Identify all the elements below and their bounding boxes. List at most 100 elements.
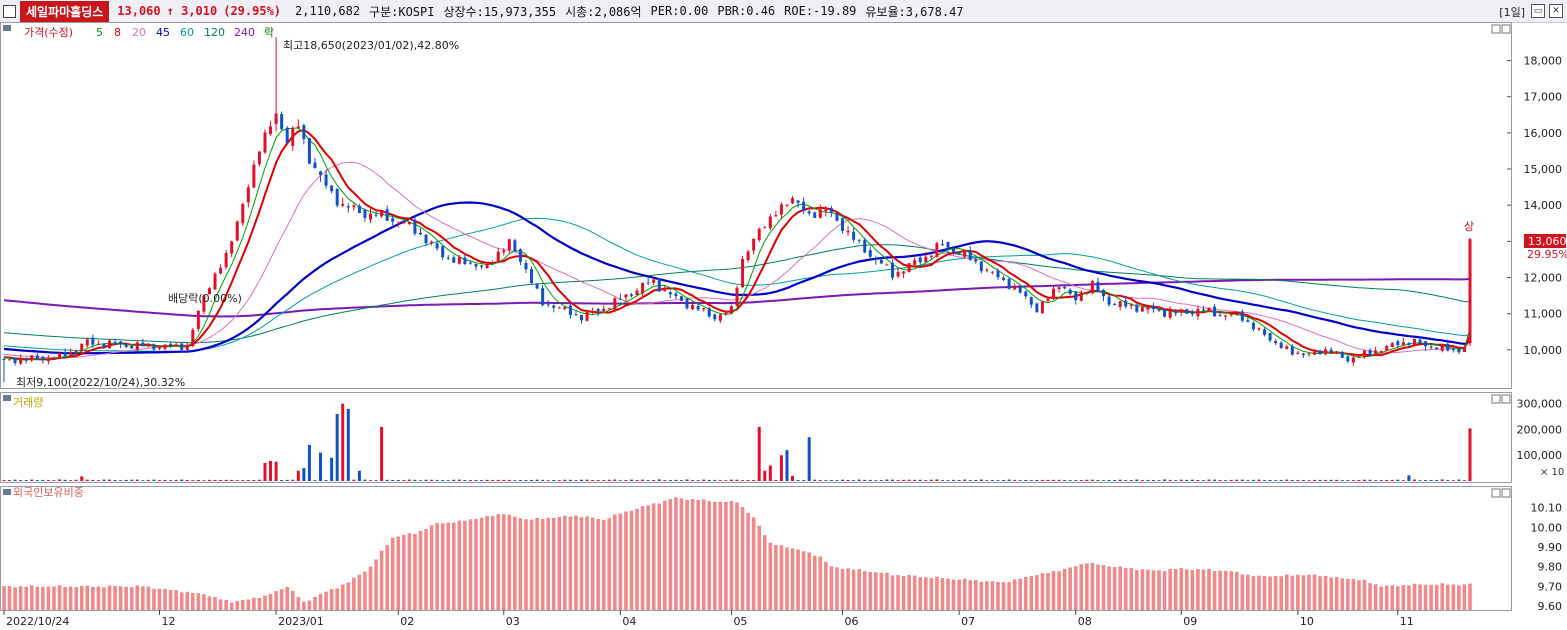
volume-bar — [835, 480, 839, 481]
foreign-ratio-bar — [1029, 576, 1034, 610]
foreign-ratio-bar — [896, 575, 900, 610]
ma120-line — [3, 244, 1471, 344]
volume-bar — [552, 480, 556, 481]
foreign-ratio-bar — [529, 519, 534, 610]
foreign-ratio-bar — [152, 588, 156, 610]
volume-bar — [1135, 479, 1139, 481]
foreign-ratio-bar — [413, 533, 417, 610]
candle-body — [446, 257, 450, 259]
foreign-ratio-bar — [179, 592, 184, 610]
foreign-ratio-bar — [1423, 584, 1428, 610]
foreign-ratio-bar — [657, 503, 662, 610]
candle-body — [352, 205, 356, 208]
volume-bar — [1213, 479, 1217, 481]
volume-bar — [1068, 480, 1072, 481]
foreign-ratio-bar — [996, 582, 1000, 610]
volume-bar — [1079, 480, 1083, 481]
foreign-ratio-bar — [1462, 584, 1467, 610]
candle-body — [2, 358, 6, 360]
select-checkbox[interactable] — [3, 4, 16, 18]
candle-body — [718, 314, 722, 321]
candle-body — [1174, 312, 1178, 314]
volume-bar — [1462, 480, 1466, 481]
period-selector[interactable]: [1일] — [1499, 6, 1525, 19]
volume-bar — [1440, 479, 1444, 481]
foreign-ratio-bar — [546, 517, 550, 610]
candle-body — [741, 258, 745, 288]
volume-bar — [1307, 480, 1311, 481]
candle-body — [729, 306, 733, 314]
candle-body — [1268, 332, 1272, 341]
volume-bar — [1407, 475, 1411, 481]
candle-body — [1324, 349, 1328, 355]
volume-bar — [979, 479, 983, 481]
date-axis-label: 08 — [1078, 615, 1092, 628]
date-axis-label: 06 — [845, 615, 859, 628]
volume-bar — [535, 479, 539, 481]
foreign-ratio-bar — [91, 586, 95, 610]
foreign-ratio-bar — [935, 576, 939, 610]
volume-bar — [385, 479, 389, 481]
candle-body — [702, 308, 706, 310]
volume-bar — [402, 480, 406, 481]
candle-body — [502, 250, 506, 253]
volume-bar — [1368, 479, 1372, 481]
candle-body — [485, 264, 489, 269]
volume-bar — [946, 480, 950, 481]
price-panel[interactable]: 10,00011,00012,00013,00014,00015,00016,0… — [2, 26, 1567, 389]
candle-body — [374, 214, 378, 216]
volume-bar — [1107, 479, 1111, 481]
volume-axis-label: 200,000 — [1517, 423, 1563, 436]
candle-body — [313, 162, 317, 169]
candle-body — [319, 171, 323, 176]
volume-bar — [1457, 479, 1461, 481]
candle-body — [985, 269, 989, 271]
foreign-ratio-bar — [868, 571, 873, 610]
foreign-ratio-bar — [235, 601, 240, 610]
volume-panel[interactable]: 100,000 200,000 300,000 거래량 × 10 — [2, 396, 1565, 481]
date-axis-label: 12 — [161, 615, 175, 628]
volume-bar — [713, 479, 717, 481]
volume-bar — [1468, 428, 1472, 481]
stock-name[interactable]: 세일파마홀딩스 — [20, 0, 110, 22]
volume-bar — [885, 479, 889, 481]
foreign-ratio-bar — [540, 518, 545, 610]
volume-bar — [663, 480, 667, 481]
volume-bar — [890, 479, 894, 481]
candle-body — [1451, 348, 1455, 350]
volume-bar — [1279, 479, 1283, 481]
foreign-ratio-bar — [951, 579, 956, 610]
candle-body — [307, 138, 311, 164]
volume-bar — [1290, 479, 1294, 481]
candle-body — [1024, 291, 1028, 297]
minimize-icon[interactable]: ▭ — [1531, 4, 1545, 18]
foreign-ratio-bar — [740, 506, 745, 610]
candle-body — [890, 262, 894, 278]
candle-body — [785, 204, 789, 206]
float-ratio: 유보율:3,678.47 — [865, 4, 964, 19]
candle-body — [779, 204, 783, 215]
foreign-ownership-panel[interactable]: 9.60 9.70 9.80 9.90 10.00 10.10 외국인보유비중 — [2, 486, 1562, 613]
volume-bar — [1351, 480, 1355, 481]
foreign-ratio-bar — [357, 574, 362, 610]
candle-body — [1196, 308, 1200, 317]
volume-axis-label: 100,000 — [1517, 449, 1563, 462]
volume-bar — [1390, 479, 1394, 481]
foreign-ratio-bar — [113, 586, 117, 610]
foreign-ratio-bar — [1301, 575, 1306, 610]
candle-body — [863, 240, 867, 253]
foreign-ratio-bar — [1234, 571, 1239, 610]
candle-body — [824, 209, 828, 212]
close-icon[interactable]: ✕ — [1549, 4, 1563, 18]
volume-bar — [1346, 480, 1350, 481]
foreign-ratio-bar — [96, 586, 101, 610]
foreign-ratio-bar — [796, 549, 800, 610]
foreign-ratio-bar — [474, 518, 478, 610]
volume-bar — [952, 479, 956, 481]
panel-frame — [0, 486, 1512, 611]
foreign-ratio-bar — [1123, 568, 1128, 610]
candle-body — [652, 279, 656, 283]
foreign-ratio-bar — [451, 522, 456, 610]
foreign-ratio-bar — [807, 552, 811, 610]
candle-body — [1379, 350, 1383, 352]
